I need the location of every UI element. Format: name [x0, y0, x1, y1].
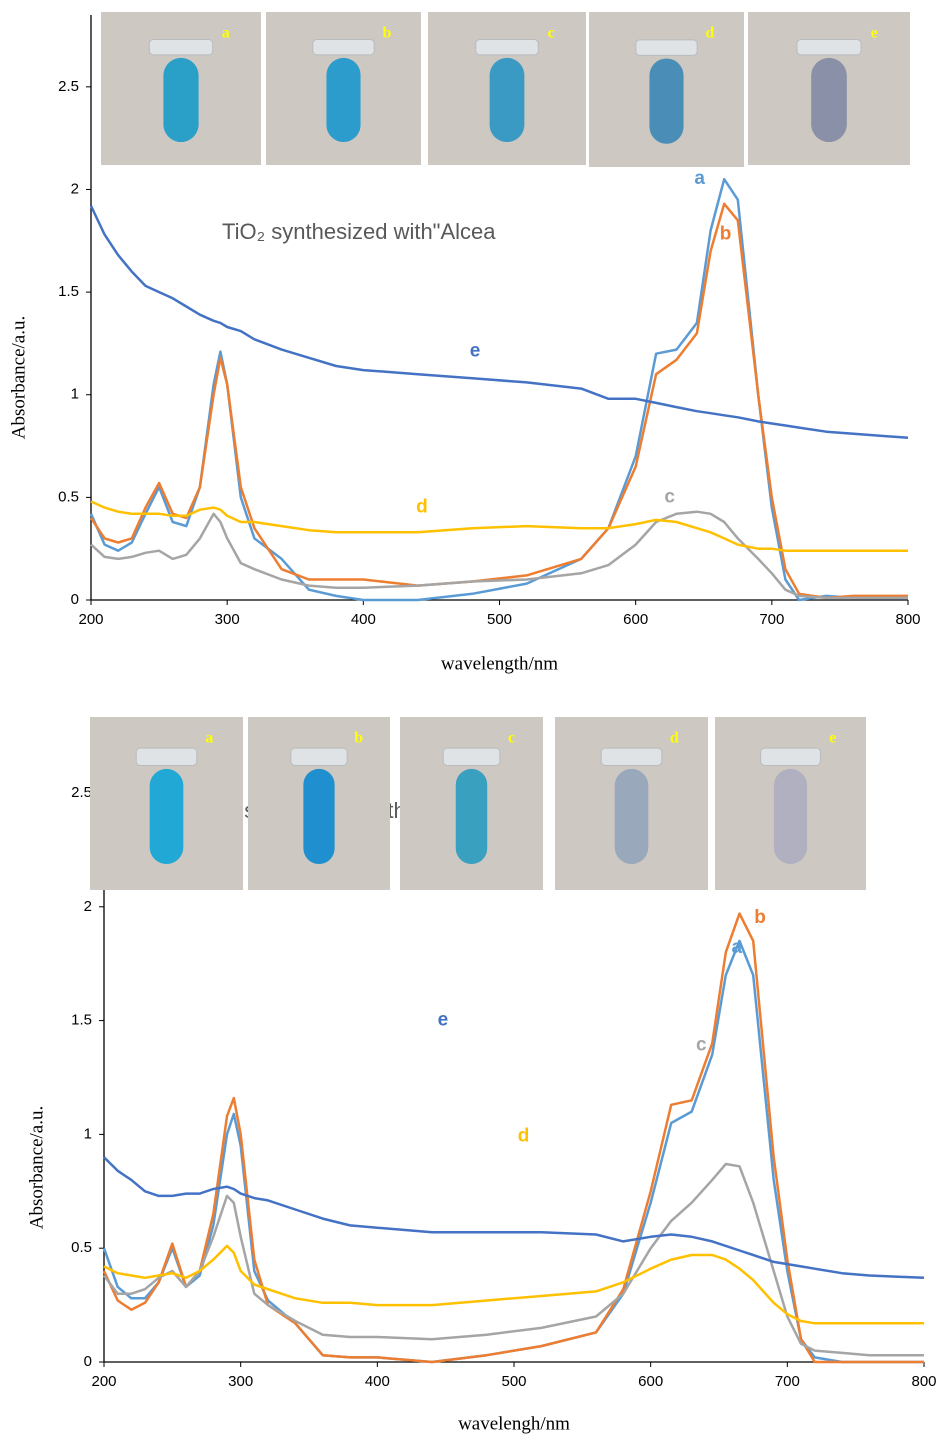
tube-liquid	[649, 58, 684, 144]
y-tick-label: 1.5	[71, 1012, 92, 1029]
x-tick-label: 700	[775, 1373, 800, 1390]
photo-label: e	[829, 730, 836, 747]
y-tick-label: 0	[71, 591, 79, 608]
tube-cap	[290, 747, 348, 766]
x-tick-label: 700	[759, 611, 784, 628]
tube-cap	[796, 39, 862, 56]
x-tick-label: 300	[228, 1373, 253, 1390]
x-tick-label: 600	[638, 1373, 663, 1390]
y-tick-label: 2.5	[58, 78, 79, 95]
x-tick-label: 400	[365, 1373, 390, 1390]
tube-liquid	[149, 768, 184, 865]
tube-cap	[600, 747, 663, 766]
tube-liquid	[326, 57, 361, 143]
series-line	[103, 1156, 925, 1280]
photo-label: b	[354, 730, 363, 747]
curve-label: e	[470, 341, 481, 362]
y-axis-title: Absorbance/a.u.	[8, 316, 29, 439]
x-tick-label: 500	[501, 1373, 526, 1390]
tube-liquid	[811, 57, 847, 143]
curve-label: a	[731, 937, 742, 958]
x-tick-label: 600	[623, 611, 648, 628]
tube-liquid	[303, 768, 335, 865]
x-tick-label: 800	[911, 1373, 936, 1390]
curve-label: d	[518, 1126, 530, 1147]
tube-liquid	[773, 768, 808, 865]
x-tick-label: 800	[895, 611, 920, 628]
tube-cap	[442, 747, 501, 766]
curve-label: d	[416, 497, 428, 518]
photo-label: a	[222, 25, 230, 42]
photo-label: c	[548, 25, 555, 42]
chart-title: TiO₂ synthesized with"Alcea	[222, 219, 496, 244]
series-line	[103, 1244, 924, 1325]
tube-cap	[635, 39, 698, 56]
x-tick-label: 200	[91, 1373, 116, 1390]
photo-label: c	[508, 730, 515, 747]
curve-label: b	[720, 224, 732, 245]
curve-label: c	[664, 486, 675, 507]
tube-cap	[475, 39, 539, 56]
photo-label: a	[205, 730, 213, 747]
curve-label: a	[694, 168, 705, 189]
series-line	[89, 205, 909, 440]
y-tick-label: 0.5	[58, 488, 79, 505]
tube-liquid	[489, 57, 525, 143]
y-tick-label: 2	[71, 180, 79, 197]
tube-cap	[312, 39, 375, 56]
x-tick-label: 200	[78, 611, 103, 628]
tube-cap	[148, 39, 214, 56]
y-axis-title: Absorbance/a.u.	[26, 1106, 47, 1229]
photo-label: d	[670, 730, 679, 747]
photo-label: d	[705, 25, 714, 42]
curve-label: e	[438, 1010, 449, 1031]
tube-liquid	[614, 768, 649, 865]
x-axis-title: wavelengh/nm	[458, 1413, 570, 1434]
tube-liquid	[163, 57, 199, 143]
y-tick-label: 2.5	[71, 784, 92, 801]
series-line	[90, 510, 908, 600]
series-line	[103, 1162, 924, 1357]
photo-label: e	[871, 25, 878, 42]
y-tick-label: 1	[84, 1125, 92, 1142]
y-tick-label: 1.5	[58, 283, 79, 300]
y-tick-label: 0	[84, 1353, 92, 1370]
y-tick-label: 0.5	[71, 1239, 92, 1256]
x-tick-label: 400	[351, 611, 376, 628]
y-tick-label: 2	[84, 898, 92, 915]
series-line	[90, 500, 908, 552]
x-axis-title: wavelength/nm	[441, 653, 558, 674]
series-line	[89, 202, 908, 600]
tube-cap	[135, 747, 198, 766]
curve-label: b	[754, 907, 766, 928]
photo-label: b	[382, 25, 391, 42]
x-tick-label: 300	[215, 611, 240, 628]
x-tick-label: 500	[487, 611, 512, 628]
tube-liquid	[455, 768, 488, 865]
y-tick-label: 1	[71, 386, 79, 403]
curve-label: c	[696, 1035, 707, 1056]
tube-cap	[760, 747, 821, 766]
